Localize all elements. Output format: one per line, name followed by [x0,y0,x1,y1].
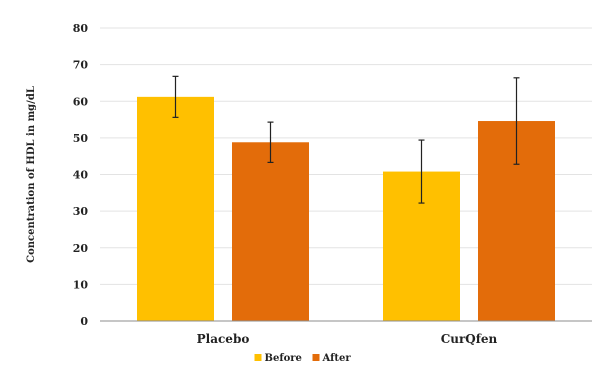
y-tick-label: 0 [80,315,88,328]
legend-swatch [254,354,262,361]
error-bar [172,75,179,118]
error-bar [513,77,520,165]
bars [137,96,555,321]
y-tick-label: 80 [73,22,89,35]
bar-after-placebo [232,142,309,321]
legend-swatch [312,354,320,361]
x-category-label: Placebo [197,332,250,346]
x-axis-categories: Placebo CurQfen [197,332,498,346]
y-tick-label: 50 [73,132,89,145]
legend-label: Before [265,353,302,364]
y-tick-label: 30 [73,205,89,218]
error-bar [267,121,274,164]
legend-item: After [312,353,352,364]
y-tick-label: 40 [73,169,89,182]
y-tick-label: 60 [73,95,89,108]
y-axis-label: Concentration of HDL in mg/dL [26,86,37,263]
y-tick-label: 20 [73,242,89,255]
y-tick-label: 10 [73,278,89,291]
y-axis-ticks: 0 10 20 30 40 50 60 70 80 [73,22,89,328]
bar-before-placebo [137,96,214,321]
legend-label: After [322,353,352,364]
legend: Before After [254,353,352,364]
y-tick-label: 70 [73,59,89,72]
error-bar [418,139,425,204]
error-bars [172,75,520,204]
x-category-label: CurQfen [441,332,498,346]
legend-item: Before [254,353,302,364]
